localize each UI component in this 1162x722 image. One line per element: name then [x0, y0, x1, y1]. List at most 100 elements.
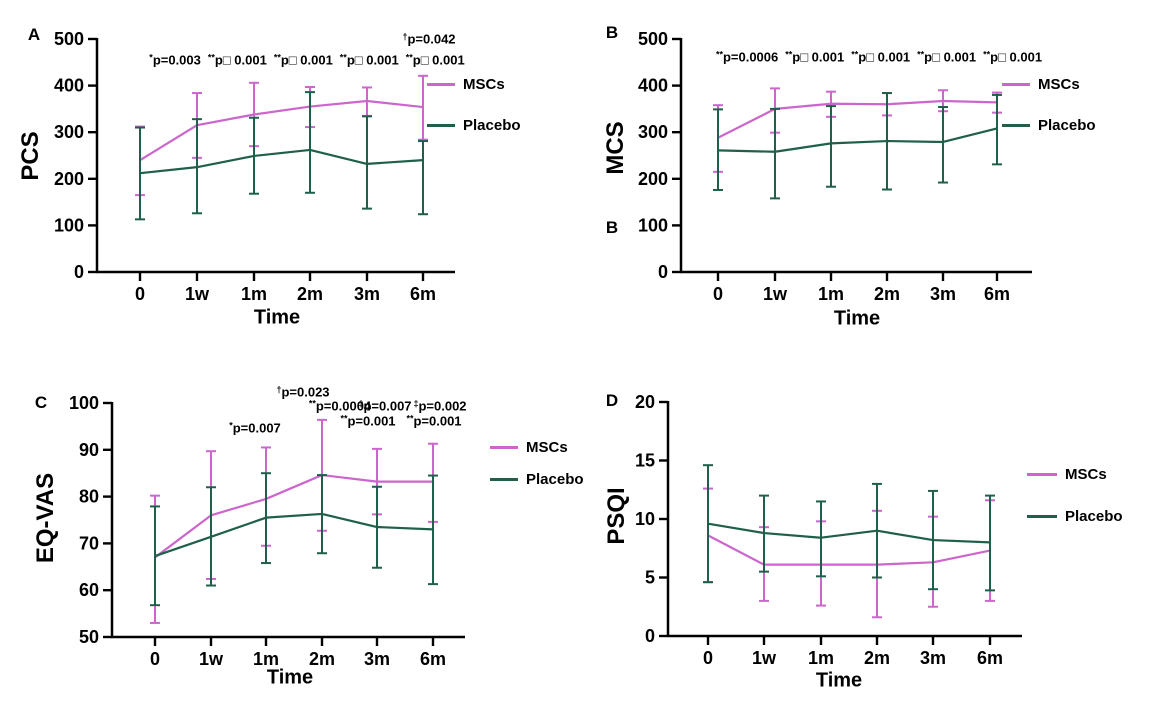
series-line-MSCs: [139, 99, 424, 162]
legend-swatch-placebo: [1002, 124, 1030, 127]
legend-label-mscs: MSCs: [463, 76, 505, 93]
x-tick-label: 1w: [763, 284, 788, 304]
y-tick-label: 400: [54, 76, 84, 96]
p-value-text: p□ 0.001: [924, 49, 977, 65]
significance-marker: ‡: [358, 398, 364, 409]
y-tick-label: 200: [54, 169, 84, 189]
legend-swatch-mscs: [490, 446, 518, 449]
panel-c-x-axis-title: Time: [266, 666, 314, 689]
series-line-MSCs: [154, 473, 433, 559]
y-tick-label: 400: [638, 76, 668, 96]
significance-marker: *: [229, 420, 233, 431]
x-tick-label: 1w: [199, 649, 224, 669]
p-value-text: p=0.042: [407, 31, 456, 47]
y-tick-label: 60: [79, 580, 99, 600]
panel-b-x-axis-title: Time: [833, 307, 881, 330]
x-tick-label: 6m: [977, 648, 1003, 668]
panel-a-x-axis-title: Time: [253, 306, 301, 329]
p-value-annotation: †p=0.042: [402, 31, 456, 47]
significance-marker: **: [405, 52, 413, 63]
p-value-annotation: **p=0.0004: [308, 398, 372, 414]
significance-marker: ‡: [413, 398, 419, 409]
legend-swatch-placebo: [427, 124, 455, 127]
x-tick-label: 1m: [241, 284, 267, 304]
legend-label-placebo: Placebo: [1065, 508, 1123, 525]
p-value-annotation: **p=0.001: [340, 413, 396, 429]
legend-label-mscs: MSCs: [526, 439, 568, 456]
significance-marker: **: [983, 49, 991, 60]
panel-d-letter: D: [605, 391, 619, 410]
panel-a-chart: 0 100 200 300 400 500 0 1w 1m 2m 3m 6m: [54, 29, 455, 304]
legend-swatch-placebo: [490, 478, 518, 481]
significance-marker: **: [308, 398, 316, 409]
legend-item-placebo: Placebo: [1002, 118, 1096, 133]
significance-marker: **: [273, 52, 281, 63]
p-value-text: p□ 0.001: [214, 52, 267, 68]
p-value-text: p□ 0.001: [412, 52, 465, 68]
y-tick-label: 5: [645, 568, 655, 588]
panel-b-chart: 0 100 200 300 400 500 0 1w 1m 2m 3m 6m: [638, 29, 1032, 304]
p-value-annotation: **p=0.0006 **p□ 0.001 **p□ 0.001 **p□ 0.001…: [715, 49, 1042, 65]
significance-marker: **: [207, 52, 215, 63]
p-value-text: p=0.001: [347, 413, 396, 429]
x-tick-label: 1m: [253, 649, 279, 669]
x-tick-label: 3m: [354, 284, 380, 304]
y-tick-label: 15: [635, 451, 655, 471]
legend-label-mscs: MSCs: [1065, 466, 1107, 483]
significance-marker: **: [917, 49, 925, 60]
y-tick-label: 70: [79, 533, 99, 553]
p-value-annotation: †p=0.023: [276, 385, 329, 399]
y-tick-label: 100: [69, 393, 99, 413]
p-value-annotation: ‡p=0.002: [413, 398, 466, 413]
series-line-Placebo: [717, 127, 998, 153]
p-value-annotation: *p=0.007: [229, 420, 281, 435]
significance-marker: **: [715, 49, 723, 60]
x-tick-label: 2m: [864, 648, 890, 668]
panel-d-chart: 0 5 10 15 20 0 1w 1m 2m 3m 6m: [635, 392, 1022, 668]
significance-marker: *: [149, 52, 153, 63]
legend-item-mscs: MSCs: [1002, 77, 1080, 92]
panel-d-y-axis-title: PSQI: [603, 487, 630, 545]
y-tick-label: 90: [79, 440, 99, 460]
p-value-text: p□ 0.001: [346, 52, 399, 68]
y-tick-label: 200: [638, 169, 668, 189]
x-tick-label: 3m: [930, 284, 956, 304]
legend-label-placebo: Placebo: [1038, 117, 1096, 134]
panel-b-extra-letter: B: [605, 218, 619, 237]
panel-d: 0 5 10 15 20 0 1w 1m 2m 3m 6m D PSQI Time MSCs Pla…: [581, 361, 1162, 722]
significance-marker: **: [851, 49, 859, 60]
panel-a: 0 100 200 300 400 500 0 1w 1m 2m 3m 6m A PCS Time M…: [0, 0, 581, 361]
y-tick-label: 100: [54, 215, 84, 235]
y-tick-label: 50: [79, 627, 99, 647]
y-tick-label: 0: [645, 626, 655, 646]
legend-label-placebo: Placebo: [526, 471, 584, 488]
significance-marker: **: [406, 413, 414, 424]
series-line-Placebo: [154, 512, 434, 558]
significance-marker: **: [339, 52, 347, 63]
legend-swatch-mscs: [1027, 473, 1057, 476]
y-tick-label: 0: [74, 262, 84, 282]
x-tick-label: 1m: [818, 284, 844, 304]
p-value-text: p=0.0004: [315, 398, 372, 414]
panel-b-y-axis-title: MCS: [602, 121, 629, 175]
panel-a-letter: A: [27, 25, 41, 44]
x-tick-label: 6m: [984, 284, 1010, 304]
legend-item-mscs: MSCs: [1027, 467, 1107, 482]
series-line-MSCs: [707, 534, 991, 566]
x-tick-label: 1m: [808, 648, 834, 668]
x-tick-label: 6m: [410, 284, 436, 304]
legend-item-mscs: MSCs: [490, 440, 568, 455]
x-tick-label: 1w: [752, 648, 777, 668]
significance-marker: **: [785, 49, 793, 60]
x-tick-label: 0: [713, 284, 723, 304]
p-value-text: p=0.001: [413, 413, 462, 429]
panel-c: 50 60 70 80 90 100 0 1w 1m 2m 3m 6m C EQ-VAS Time M…: [0, 361, 584, 722]
series-line-MSCs: [717, 99, 998, 139]
legend-label-mscs: MSCs: [1038, 76, 1080, 93]
x-tick-label: 0: [135, 284, 145, 304]
significance-marker: **: [340, 413, 348, 424]
panel-b-letter: B: [605, 23, 619, 42]
x-tick-label: 0: [703, 648, 713, 668]
p-value-text: p□ 0.001: [792, 49, 845, 65]
p-value-text: p=0.0006: [722, 49, 779, 65]
